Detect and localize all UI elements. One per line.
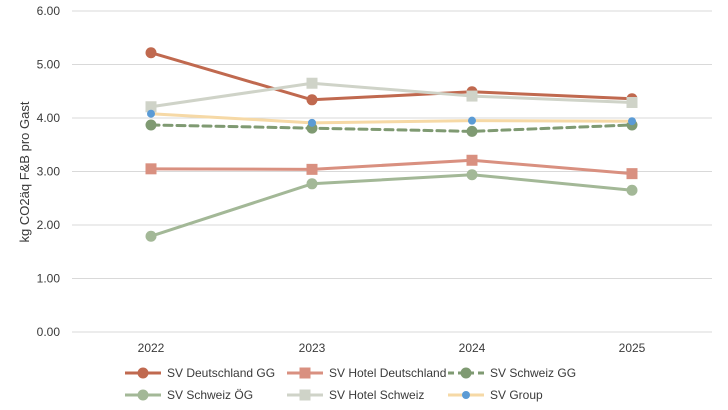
legend-swatch-marker <box>299 389 311 401</box>
data-point-sv-hotel-deutschland <box>306 163 318 175</box>
data-point-sv-hotel-schweiz <box>466 90 478 102</box>
x-tick-label: 2025 <box>619 341 646 355</box>
series-sv-group <box>147 109 636 127</box>
legend-item-sv-group: SV Group <box>448 388 543 402</box>
y-tick-label: 3.00 <box>37 165 61 179</box>
data-point-sv-group <box>308 118 316 127</box>
data-point-sv-hotel-schweiz <box>145 101 157 113</box>
legend-item-sv-deutschland-gg: SV Deutschland GG <box>125 366 275 380</box>
data-point-sv-schweiz-oeg <box>145 230 157 242</box>
x-tick-label: 2022 <box>138 341 165 355</box>
x-tick-label: 2024 <box>459 341 486 355</box>
series-line-sv-hotel-schweiz <box>149 81 634 109</box>
series-line-sv-deutschland-gg <box>149 51 634 102</box>
legend-label: SV Group <box>490 388 543 402</box>
x-tick-label: 2023 <box>299 341 326 355</box>
series-line-sv-schweiz-oeg <box>149 173 634 238</box>
x-axis-ticks: 2022 2023 2024 2025 <box>138 341 646 355</box>
gridlines <box>72 10 712 333</box>
legend-item-sv-schweiz-oeg: SV Schweiz ÖG <box>125 388 253 402</box>
legend-item-sv-hotel-deutschland: SV Hotel Deutschland <box>287 366 446 380</box>
data-point-sv-hotel-schweiz <box>626 96 638 108</box>
data-point-sv-group <box>147 109 155 118</box>
legend-label: SV Deutschland GG <box>167 366 275 380</box>
data-point-sv-hotel-deutschland <box>626 168 638 180</box>
legend-item-sv-hotel-schweiz: SV Hotel Schweiz <box>287 388 424 402</box>
legend-swatch-marker <box>137 389 149 401</box>
series-line-sv-schweiz-gg <box>149 123 634 133</box>
legend-label: SV Schweiz ÖG <box>167 388 253 402</box>
series-sv-schweiz-oeg <box>145 169 638 242</box>
data-point-sv-schweiz-gg <box>145 119 157 131</box>
data-point-sv-deutschland-gg <box>306 94 318 106</box>
legend-label: SV Schweiz GG <box>490 366 576 380</box>
series-line-sv-hotel-deutschland <box>149 158 634 176</box>
series-layer <box>145 47 638 242</box>
legend-item-sv-schweiz-gg: SV Schweiz GG <box>448 366 576 380</box>
data-point-sv-hotel-schweiz <box>306 77 318 89</box>
y-axis-ticks: 0.00 1.00 2.00 3.00 4.00 5.00 6.00 <box>37 4 61 339</box>
series-sv-hotel-deutschland <box>145 154 638 180</box>
y-tick-label: 1.00 <box>37 272 61 286</box>
data-point-sv-schweiz-oeg <box>626 184 638 196</box>
legend: SV Deutschland GG SV Hotel Deutschland SV … <box>125 366 576 402</box>
data-point-sv-hotel-deutschland <box>466 154 478 166</box>
data-point-sv-group <box>628 117 636 126</box>
legend-swatch-marker <box>460 367 472 379</box>
y-tick-label: 4.00 <box>37 111 61 125</box>
data-point-sv-schweiz-gg <box>466 125 478 137</box>
series-sv-hotel-schweiz <box>145 77 638 113</box>
data-point-sv-schweiz-oeg <box>466 169 478 181</box>
legend-label: SV Hotel Deutschland <box>329 366 446 380</box>
legend-label: SV Hotel Schweiz <box>329 388 424 402</box>
data-point-sv-hotel-deutschland <box>145 163 157 175</box>
series-line-sv-group <box>149 112 634 125</box>
y-tick-label: 0.00 <box>37 325 61 339</box>
data-point-sv-group <box>468 116 476 125</box>
legend-swatch-marker <box>299 367 311 379</box>
legend-swatch-marker <box>462 391 470 399</box>
y-axis-title: kg CO2äq F&B pro Gast <box>17 101 32 242</box>
y-tick-label: 5.00 <box>37 58 61 72</box>
y-tick-label: 6.00 <box>37 4 61 18</box>
data-point-sv-schweiz-oeg <box>306 178 318 190</box>
legend-swatch-marker <box>137 367 149 379</box>
data-point-sv-deutschland-gg <box>145 47 157 59</box>
y-tick-label: 2.00 <box>37 218 61 232</box>
